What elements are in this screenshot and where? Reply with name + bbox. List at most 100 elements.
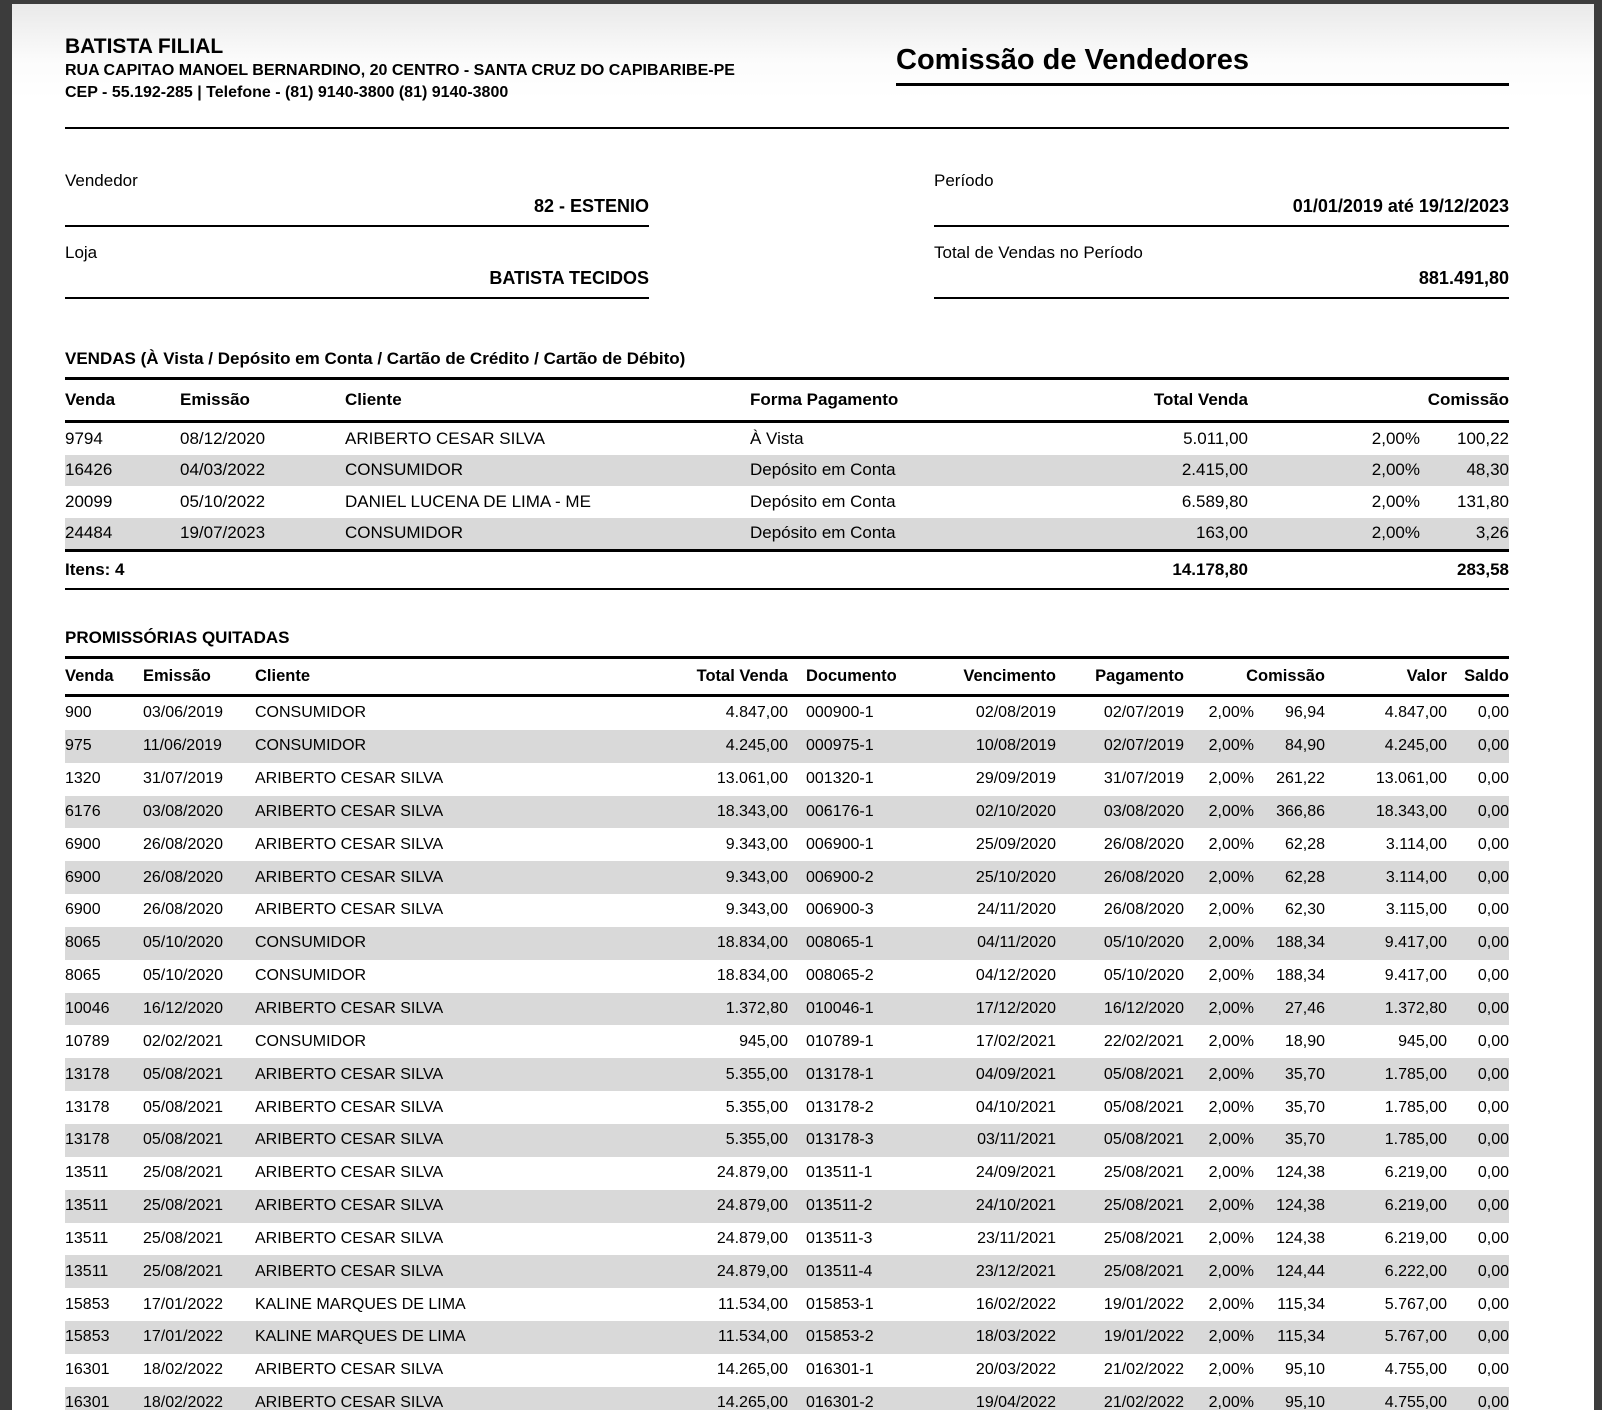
- field-vendedor: Vendedor 82 - ESTENIO: [65, 170, 649, 227]
- table-cell: 05/08/2021: [1103, 1065, 1184, 1083]
- table-cell: 02/02/2021: [143, 1032, 224, 1050]
- column-header-venda: Venda: [65, 667, 114, 685]
- table-cell: 13178: [65, 1098, 110, 1116]
- column-header-valor: Valor: [1406, 667, 1447, 685]
- table-cell: 05/08/2021: [143, 1131, 224, 1149]
- table-cell: 10/08/2019: [975, 737, 1056, 755]
- table-cell: 02/08/2019: [975, 704, 1056, 722]
- table-cell: 35,70: [1284, 1098, 1325, 1116]
- table-cell: 24/11/2020: [977, 901, 1056, 919]
- column-header-forma-pagamento: Forma Pagamento: [750, 390, 899, 409]
- table-cell: 0,00: [1477, 1065, 1509, 1083]
- table-cell: 0,00: [1477, 1229, 1509, 1247]
- table-cell: 131,80: [1457, 491, 1509, 511]
- table-cell: 21/02/2022: [1103, 1394, 1184, 1410]
- title-block: Comissão de Vendedores: [896, 42, 1509, 86]
- table-cell: CONSUMIDOR: [255, 737, 367, 755]
- table-cell: 000900-1: [806, 704, 874, 722]
- table-cell: 10046: [65, 1000, 110, 1018]
- table-cell: 124,44: [1276, 1262, 1325, 1280]
- table-cell: 04/09/2021: [975, 1065, 1056, 1083]
- table-cell: CONSUMIDOR: [345, 460, 464, 480]
- table-cell: 0,00: [1477, 1394, 1509, 1410]
- table-cell: 9.417,00: [1384, 967, 1447, 985]
- table-cell: 26/08/2020: [1103, 901, 1184, 919]
- table-cell: 24.879,00: [716, 1229, 788, 1247]
- table-cell: 008065-1: [806, 934, 874, 952]
- header-divider: [65, 127, 1509, 129]
- table-cell: 03/11/2021: [977, 1131, 1056, 1149]
- table-cell: 2,00%: [1371, 491, 1420, 511]
- table-cell: 20099: [65, 491, 113, 511]
- table-cell: 2,00%: [1208, 934, 1254, 952]
- promissorias-table-body: 900 03/06/2019 CONSUMIDOR 4.847,00 000900-1 0…: [65, 697, 1509, 1410]
- table-cell: 3.114,00: [1385, 868, 1447, 886]
- table-cell: 05/10/2020: [143, 934, 224, 952]
- table-cell: 17/01/2022: [143, 1295, 224, 1313]
- promissorias-section-title: PROMISSÓRIAS QUITADAS: [65, 628, 290, 647]
- table-cell: 945,00: [739, 1032, 788, 1050]
- table-cell: 6.219,00: [1384, 1197, 1447, 1215]
- table-cell: 25/08/2021: [143, 1262, 224, 1280]
- table-cell: 1.785,00: [1384, 1065, 1447, 1083]
- table-cell: 013511-4: [806, 1262, 873, 1280]
- table-cell: 05/10/2022: [180, 491, 266, 511]
- table-row: 13511 25/08/2021 ARIBERTO CESAR SILVA 24.87…: [65, 1223, 1509, 1256]
- table-row: 13511 25/08/2021 ARIBERTO CESAR SILVA 24.87…: [65, 1255, 1509, 1289]
- table-cell: 48,30: [1466, 460, 1509, 480]
- field-loja: Loja BATISTA TECIDOS: [65, 242, 649, 299]
- table-cell: 2,00%: [1208, 1394, 1254, 1410]
- field-periodo: Período 01/01/2019 até 19/12/2023: [934, 170, 1509, 227]
- table-cell: 1.372,80: [725, 1000, 788, 1018]
- table-cell: 0,00: [1477, 802, 1509, 820]
- table-cell: 02/10/2020: [975, 802, 1056, 820]
- table-cell: 2,00%: [1208, 1197, 1254, 1215]
- table-cell: 24.879,00: [716, 1262, 788, 1280]
- table-cell: 010046-1: [806, 1000, 874, 1018]
- column-header-cliente: Cliente: [255, 667, 311, 685]
- table-cell: 188,34: [1276, 934, 1325, 952]
- table-cell: 24/10/2021: [975, 1197, 1056, 1215]
- table-cell: 2,00%: [1208, 1032, 1254, 1050]
- table-cell: 04/03/2022: [180, 460, 266, 480]
- table-cell: 9.417,00: [1384, 934, 1447, 952]
- table-row: 16426 04/03/2022 CONSUMIDOR Depósito em Con…: [65, 454, 1509, 486]
- table-cell: 6.219,00: [1384, 1164, 1447, 1182]
- table-cell: 19/01/2022: [1103, 1328, 1184, 1346]
- table-cell: 2,00%: [1371, 460, 1420, 480]
- table-cell: 11.534,00: [718, 1328, 788, 1346]
- table-cell: CONSUMIDOR: [255, 1032, 367, 1050]
- table-cell: 6.222,00: [1384, 1262, 1447, 1280]
- table-cell: 2,00%: [1371, 428, 1420, 448]
- table-cell: 013511-2: [806, 1197, 873, 1215]
- table-cell: 05/10/2020: [143, 967, 224, 985]
- table-row: 1320 31/07/2019 ARIBERTO CESAR SILVA 13.061…: [65, 763, 1509, 796]
- column-header-total-venda: Total Venda: [696, 667, 788, 685]
- table-cell: 13511: [65, 1229, 109, 1247]
- table-cell: ARIBERTO CESAR SILVA: [255, 1361, 444, 1379]
- table-cell: 26/08/2020: [143, 835, 224, 853]
- table-cell: 18/03/2022: [975, 1328, 1056, 1346]
- table-cell: 18.343,00: [1375, 802, 1447, 820]
- table-cell: 14.265,00: [716, 1394, 788, 1410]
- table-row: 8065 05/10/2020 CONSUMIDOR 18.834,00 008065-…: [65, 960, 1509, 993]
- table-cell: 115,34: [1277, 1295, 1325, 1313]
- table-cell: 2,00%: [1208, 967, 1254, 985]
- promissorias-table: Venda Emissão Cliente Total Venda Docume…: [65, 656, 1509, 1410]
- table-cell: 0,00: [1477, 737, 1509, 755]
- table-cell: 2,00%: [1208, 737, 1254, 755]
- table-cell: 15853: [65, 1295, 110, 1313]
- table-cell: 2,00%: [1208, 1065, 1254, 1083]
- table-row: 15853 17/01/2022 KALINE MARQUES DE LIMA 11.…: [65, 1288, 1509, 1321]
- table-cell: 9.343,00: [725, 835, 788, 853]
- table-cell: 016301-1: [806, 1361, 874, 1379]
- table-cell: 17/12/2020: [975, 1000, 1056, 1018]
- table-cell: 006176-1: [806, 802, 874, 820]
- table-cell: ARIBERTO CESAR SILVA: [255, 1229, 444, 1247]
- table-cell: 18.343,00: [716, 802, 788, 820]
- table-cell: 0,00: [1477, 1000, 1509, 1018]
- table-cell: 05/08/2021: [1103, 1098, 1184, 1116]
- table-cell: 19/01/2022: [1103, 1295, 1184, 1313]
- table-cell: 16426: [65, 460, 113, 480]
- table-cell: Depósito em Conta: [750, 523, 896, 543]
